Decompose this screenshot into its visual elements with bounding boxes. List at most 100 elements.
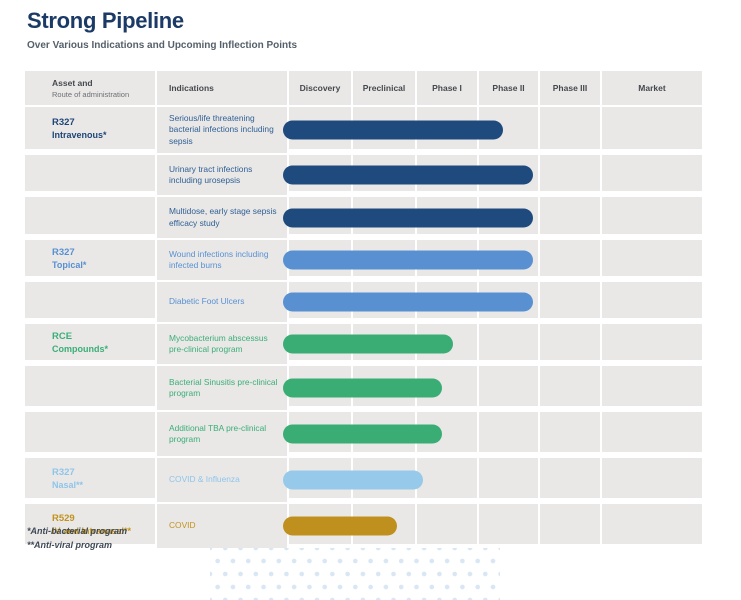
stage-cell	[602, 197, 702, 234]
header-asset-line2: Route of administration	[52, 89, 130, 99]
stage-cell	[540, 458, 600, 498]
stage-cell	[540, 155, 600, 191]
stage-cell	[417, 504, 477, 544]
asset-name: R327	[52, 466, 75, 478]
page-title: Strong Pipeline	[27, 8, 184, 33]
asset-route: Compounds*	[52, 343, 108, 354]
pipeline-row: R327 Nasal** COVID & Influenza	[25, 458, 702, 502]
asset-name: R327	[52, 116, 75, 128]
indication-text: Diabetic Foot Ulcers	[169, 296, 245, 307]
indication-text: Multidose, early stage sepsis efficacy s…	[169, 206, 277, 228]
header-cell-preclinical: Preclinical	[353, 71, 415, 105]
pipeline-bar	[283, 470, 423, 490]
dot-pattern-decoration	[210, 548, 500, 600]
pipeline-row: Additional TBA pre-clinical program	[25, 412, 702, 456]
asset-route: Topical*	[52, 259, 87, 270]
stage-cell	[602, 107, 702, 149]
pipeline-row: Urinary tract infections including urose…	[25, 155, 702, 195]
asset-cell	[25, 155, 155, 191]
stage-cell	[540, 197, 600, 234]
indication-text: Additional TBA pre-clinical program	[169, 422, 267, 444]
stage-cell	[540, 282, 600, 318]
asset-route: IV and Intranasal**	[52, 525, 132, 536]
footnotes: *Anti-bacterial program **Anti-viral pro…	[27, 524, 127, 552]
indication-text: Serious/life threatening bacterial infec…	[169, 112, 274, 146]
asset-cell: RCE Compounds*	[25, 324, 155, 360]
indication-cell: COVID	[157, 504, 287, 548]
stage-cell	[602, 412, 702, 452]
indication-text: Mycobacterium abscessus pre-clinical pro…	[169, 332, 268, 354]
pipeline-row: RCE Compounds* Mycobacterium abscessus p…	[25, 324, 702, 364]
indication-cell: Urinary tract infections including urose…	[157, 155, 287, 195]
stage-cell	[479, 366, 538, 406]
pipeline-bar	[283, 165, 533, 185]
asset-name: R529	[52, 512, 75, 524]
indication-cell: Serious/life threatening bacterial infec…	[157, 107, 287, 153]
pipeline-bar	[283, 250, 533, 270]
indication-text: COVID	[169, 520, 196, 531]
asset-cell	[25, 412, 155, 452]
header-asset-line1: Asset and	[52, 77, 93, 88]
stage-cell	[540, 240, 600, 276]
indication-cell: Bacterial Sinusitis pre-clinical program	[157, 366, 287, 410]
pipeline-row: Diabetic Foot Ulcers	[25, 282, 702, 322]
asset-route: Nasal**	[52, 479, 84, 490]
header-cell-market: Market	[602, 71, 702, 105]
footnote-antibacterial: *Anti-bacterial program	[27, 526, 128, 536]
indication-text: Urinary tract infections including urose…	[169, 163, 253, 185]
stage-cell	[602, 240, 702, 276]
asset-cell: R529 IV and Intranasal**	[25, 504, 155, 544]
header-cell-indications: Indications	[157, 71, 287, 105]
indication-cell: Additional TBA pre-clinical program	[157, 412, 287, 456]
pipeline-bar	[283, 120, 503, 140]
pipeline-row: R327 Topical* Wound infections including…	[25, 240, 702, 280]
stage-cell	[479, 324, 538, 360]
header-cell-phase1: Phase I	[417, 71, 477, 105]
asset-cell	[25, 197, 155, 234]
pipeline-row: R529 IV and Intranasal** COVID	[25, 504, 702, 548]
stage-cell	[479, 458, 538, 498]
page-subtitle: Over Various Indications and Upcoming In…	[27, 40, 298, 51]
indication-cell: COVID & Influenza	[157, 458, 287, 502]
pipeline-row: Bacterial Sinusitis pre-clinical program	[25, 366, 702, 410]
indication-text: COVID & Influenza	[169, 474, 240, 485]
pipeline-bar	[283, 292, 533, 312]
table-header-row: Asset and Route of administration Indica…	[25, 71, 702, 105]
header-cell-phase2: Phase II	[479, 71, 538, 105]
pipeline-bar	[283, 516, 397, 536]
pipeline-bar	[283, 334, 453, 354]
indication-cell: Mycobacterium abscessus pre-clinical pro…	[157, 324, 287, 364]
indication-cell: Wound infections including infected burn…	[157, 240, 287, 280]
pipeline-row: R327 Intravenous* Serious/life threateni…	[25, 107, 702, 153]
indication-text: Bacterial Sinusitis pre-clinical program	[169, 376, 278, 398]
stage-cell	[540, 324, 600, 360]
asset-name: RCE	[52, 330, 73, 342]
pipeline-table: Asset and Route of administration Indica…	[25, 71, 702, 550]
indication-cell: Diabetic Foot Ulcers	[157, 282, 287, 322]
footnote-antiviral: **Anti-viral program	[27, 540, 113, 550]
pipeline-bar	[283, 424, 442, 444]
indication-cell: Multidose, early stage sepsis efficacy s…	[157, 197, 287, 238]
header-cell-asset: Asset and Route of administration	[25, 71, 155, 105]
asset-route: Intravenous*	[52, 129, 107, 140]
pipeline-bar	[283, 378, 442, 398]
asset-cell: R327 Topical*	[25, 240, 155, 276]
stage-cell	[602, 324, 702, 360]
stage-cell	[540, 504, 600, 544]
stage-cell	[540, 107, 600, 149]
indication-text: Wound infections including infected burn…	[169, 248, 269, 270]
header-cell-phase3: Phase III	[540, 71, 600, 105]
stage-cell	[602, 458, 702, 498]
stage-cell	[540, 366, 600, 406]
stage-cell	[602, 155, 702, 191]
stage-cell	[479, 412, 538, 452]
asset-cell	[25, 282, 155, 318]
stage-cell	[602, 366, 702, 406]
asset-name: R327	[52, 246, 75, 258]
asset-cell: R327 Nasal**	[25, 458, 155, 498]
header-cell-discovery: Discovery	[289, 71, 351, 105]
stage-cell	[479, 504, 538, 544]
stage-cell	[602, 282, 702, 318]
pipeline-row: Multidose, early stage sepsis efficacy s…	[25, 197, 702, 238]
